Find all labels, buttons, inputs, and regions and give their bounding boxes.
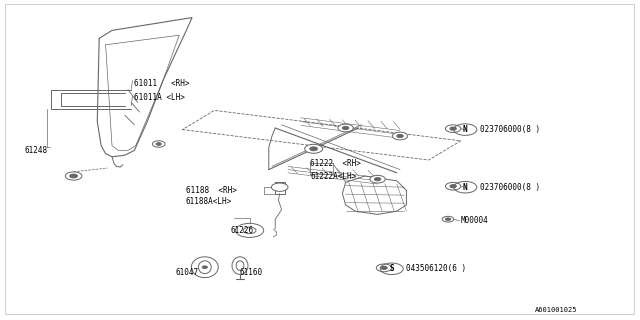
- Text: 61188A<LH>: 61188A<LH>: [186, 197, 232, 206]
- Text: S: S: [389, 264, 394, 273]
- Circle shape: [243, 227, 256, 234]
- Text: N: N: [463, 125, 468, 134]
- Circle shape: [65, 172, 82, 180]
- Text: 023706000(8 ): 023706000(8 ): [480, 125, 540, 134]
- Text: 61222  <RH>: 61222 <RH>: [310, 159, 361, 168]
- Circle shape: [271, 183, 288, 191]
- Circle shape: [70, 174, 77, 178]
- Circle shape: [305, 144, 323, 153]
- Circle shape: [152, 141, 165, 147]
- Circle shape: [376, 264, 392, 272]
- Circle shape: [310, 147, 317, 151]
- Circle shape: [338, 124, 353, 132]
- Text: 61248: 61248: [24, 146, 47, 155]
- Text: 61160: 61160: [240, 268, 263, 277]
- Circle shape: [202, 266, 207, 268]
- Text: 61011A <LH>: 61011A <LH>: [134, 93, 185, 102]
- Circle shape: [450, 127, 456, 130]
- Circle shape: [236, 223, 264, 237]
- Circle shape: [156, 143, 161, 145]
- Text: N: N: [463, 183, 468, 192]
- Text: 61226: 61226: [230, 226, 253, 235]
- Circle shape: [445, 182, 461, 190]
- Text: 043506120(6 ): 043506120(6 ): [406, 264, 467, 273]
- Circle shape: [392, 132, 408, 140]
- Text: 61011   <RH>: 61011 <RH>: [134, 79, 190, 88]
- Text: 023706000(8 ): 023706000(8 ): [480, 183, 540, 192]
- Circle shape: [450, 185, 456, 188]
- Circle shape: [370, 175, 385, 183]
- Text: 61188  <RH>: 61188 <RH>: [186, 186, 236, 195]
- Circle shape: [442, 216, 454, 222]
- Text: M00004: M00004: [461, 216, 488, 225]
- Text: A601001025: A601001025: [534, 308, 577, 313]
- Circle shape: [397, 134, 403, 138]
- Text: 61222A<LH>: 61222A<LH>: [310, 172, 356, 180]
- Circle shape: [342, 126, 349, 130]
- Circle shape: [445, 218, 451, 220]
- Text: 61047: 61047: [176, 268, 199, 277]
- Circle shape: [445, 125, 461, 132]
- Circle shape: [374, 178, 381, 181]
- Circle shape: [381, 266, 387, 269]
